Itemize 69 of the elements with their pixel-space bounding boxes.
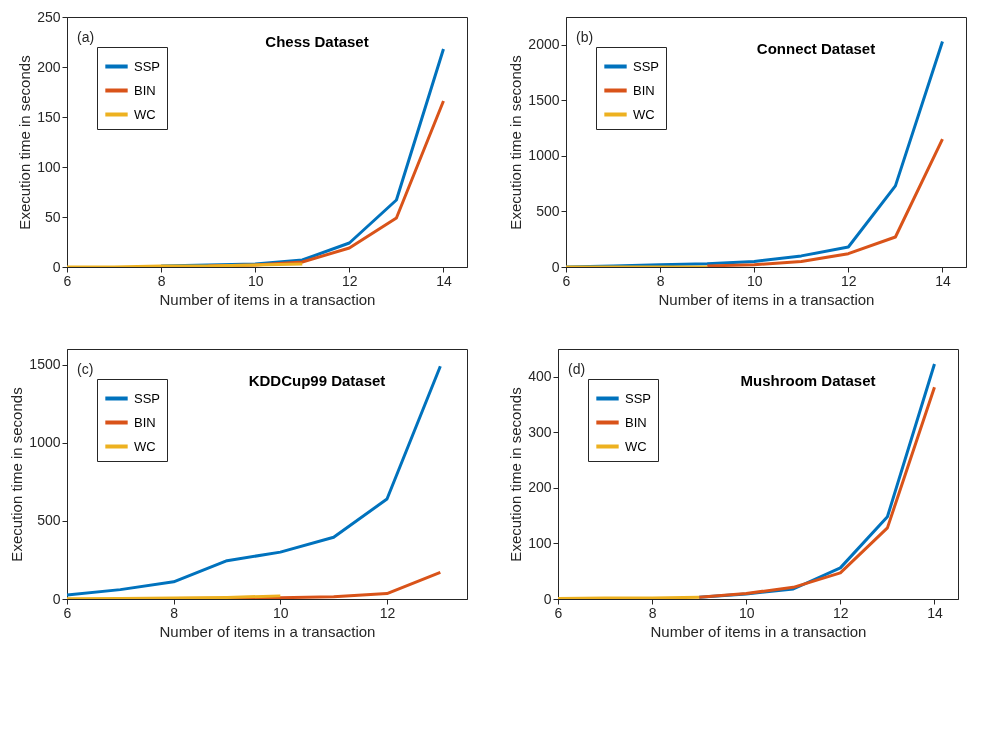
x-tick-label: 8	[656, 272, 665, 289]
x-axis-title: Number of items in a transaction	[658, 290, 875, 308]
x-tick-label: 8	[648, 604, 657, 621]
y-tick-label: 0	[543, 590, 552, 607]
annotation: (d)	[568, 361, 586, 377]
y-tick-label: 0	[551, 258, 560, 275]
line-series	[705, 137, 944, 267]
y-tick-label: 500	[536, 202, 560, 219]
y-tick-label: 1500	[29, 356, 61, 373]
y-tick-label: 400	[528, 368, 552, 385]
y-tick-label: 250	[37, 8, 61, 25]
x-tick-label: 6	[63, 272, 72, 289]
x-tick-label: 6	[562, 272, 571, 289]
legend-label: WC	[134, 106, 156, 122]
x-tick-label: 14	[436, 272, 452, 289]
y-tick-label: 100	[528, 534, 552, 551]
x-tick-label: 8	[170, 604, 179, 621]
x-tick-label: 10	[247, 272, 264, 289]
legend-label: WC	[134, 438, 156, 454]
y-tick-label: 0	[52, 258, 61, 275]
legend-label: SSP	[134, 390, 161, 406]
x-tick-label: 6	[63, 604, 72, 621]
x-tick-label: 12	[379, 604, 396, 621]
x-axis-title: Number of items in a transaction	[159, 290, 376, 308]
y-axis-title: Execution time in seconds	[8, 387, 26, 562]
legend-label: BIN	[625, 414, 647, 430]
legend-label: BIN	[134, 82, 156, 98]
x-tick-label: 8	[157, 272, 166, 289]
x-tick-label: 14	[927, 604, 943, 621]
legend-label: BIN	[633, 82, 655, 98]
y-tick-label: 1000	[528, 147, 560, 164]
x-tick-label: 12	[342, 272, 358, 289]
legend-label: BIN	[134, 414, 156, 430]
text: KDDCup99 Dataset	[248, 372, 386, 389]
annotation: (b)	[576, 29, 594, 45]
y-tick-label: 150	[37, 108, 61, 125]
y-tick-label: 1000	[29, 434, 61, 451]
y-tick-label: 300	[528, 423, 552, 440]
legend-label: SSP	[633, 58, 660, 74]
y-axis-title: Execution time in seconds	[507, 387, 525, 562]
text: Connect Dataset	[756, 40, 876, 57]
x-tick-label: 10	[738, 604, 755, 621]
legend-label: WC	[633, 106, 655, 122]
annotation: (a)	[77, 29, 95, 45]
x-axis-title: Number of items in a transaction	[159, 622, 376, 640]
x-tick-label: 10	[273, 604, 289, 621]
x-tick-label: 12	[841, 272, 857, 289]
y-tick-label: 50	[44, 208, 61, 225]
legend-label: SSP	[625, 390, 652, 406]
y-tick-label: 500	[37, 512, 61, 529]
x-tick-label: 10	[746, 272, 763, 289]
x-tick-label: 6	[554, 604, 563, 621]
y-tick-label: 100	[37, 158, 61, 175]
y-tick-label: 0	[52, 590, 61, 607]
x-axis-title: Number of items in a transaction	[650, 622, 867, 640]
y-tick-label: 200	[37, 58, 61, 75]
y-axis-title: Execution time in seconds	[16, 55, 34, 230]
annotation: (c)	[77, 361, 94, 377]
y-tick-label: 200	[528, 479, 552, 496]
legend-label: WC	[625, 438, 647, 454]
x-tick-label: 14	[935, 272, 951, 289]
x-tick-label: 12	[833, 604, 849, 621]
legend-label: SSP	[134, 58, 161, 74]
y-tick-label: 1500	[528, 91, 560, 108]
text: Chess Dataset	[265, 33, 369, 50]
y-axis-title: Execution time in seconds	[507, 55, 525, 230]
y-tick-label: 2000	[528, 36, 560, 53]
line-series	[67, 364, 442, 597]
text: Mushroom Dataset	[740, 372, 876, 389]
